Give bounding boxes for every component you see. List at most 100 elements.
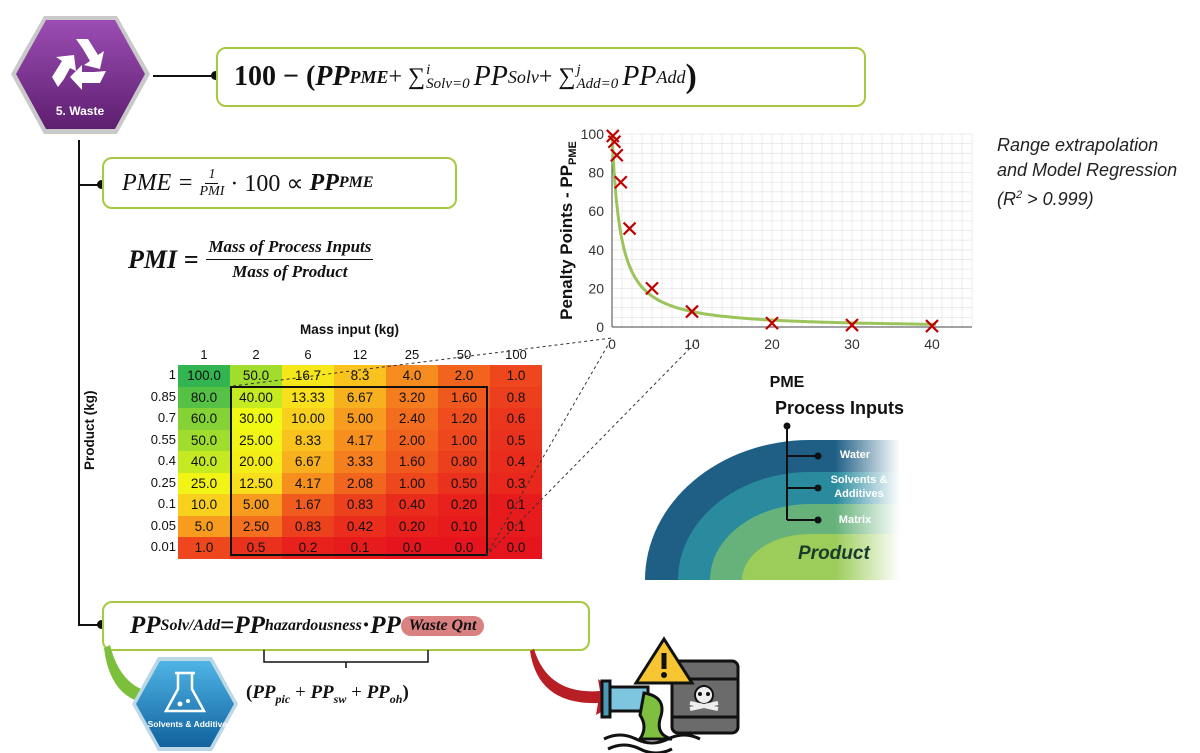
heatmap-cell: 0.6 [490,408,542,430]
heatmap-cell: 1.00 [386,472,438,494]
recycle-icon [52,39,106,90]
x-axis-title: PME [770,374,805,388]
data-point [622,221,637,236]
formula-lead: 100 − ( [234,61,316,92]
heatmap-row: 40.0 20.00 6.67 3.33 1.60 0.80 0.4 [178,451,542,473]
process-inputs-diagram [640,420,900,585]
heatmap-column-label: 100 [505,347,527,362]
heatmap-cell: 0.10 [438,515,490,537]
data-point [645,281,659,296]
heatmap-cell: 4.17 [334,429,386,451]
data-point [610,148,624,163]
heatmap-cell: 13.33 [282,386,334,408]
heatmap-cell: 0.80 [438,451,490,473]
heatmap-cell: 20.00 [230,451,282,473]
heatmap-cell: 16.7 [282,365,334,387]
heatmap-cell: 1.60 [438,386,490,408]
heatmap-cell: 2.40 [386,408,438,430]
heatmap-row: 60.0 30.00 10.00 5.00 2.40 1.20 0.6 [178,408,542,430]
heatmap-cell: 100.0 [178,365,230,387]
heatmap-row: 50.0 25.00 8.33 4.17 2.00 1.00 0.5 [178,429,542,451]
heatmap-row-label: 1 [168,367,176,382]
heatmap-cell: 0.83 [334,494,386,516]
y-tick-label: 100 [581,126,605,142]
heatmap-cell: 8.3 [334,365,386,387]
penalty-points-chart: 0 20 40 60 80 100 0 10 20 30 40 PME Penalty Points -… [557,126,973,388]
x-tick-label: 20 [764,336,780,352]
regression-note: Range extrapolation and Model Regression… [997,135,1178,209]
heatmap-cell: 5.0 [178,515,230,537]
heatmap-column-label: 2 [252,347,260,362]
heatmap-cell: 4.17 [282,472,334,494]
heatmap-cell: 5.00 [334,408,386,430]
x-tick-label: 10 [684,336,700,352]
data-point [925,319,939,333]
heatmap-row: 100.0 50.0 16.7 8.3 4.0 2.0 1.0 [178,365,542,387]
heatmap-cell: 2.00 [386,429,438,451]
heatmap-cell: 80.0 [178,386,230,408]
heatmap-column-label: 50 [456,347,472,362]
heatmap-cell: 0.50 [438,472,490,494]
heatmap-row-label: 0.85 [150,388,176,404]
heatmap-cell: 1.60 [386,451,438,473]
heatmap-cell: 4.0 [386,365,438,387]
heatmap-cell: 2.08 [334,472,386,494]
formula-waste-score: 100 − ( PP PME + ∑ i Solv=0 PP Solv + ∑ j Add=… [216,47,866,107]
heatmap-cell: 0.3 [490,472,542,494]
heatmap-cell: 0.20 [386,515,438,537]
heatmap-cell: 60.0 [178,408,230,430]
data-point [845,318,859,332]
heatmap-highlight-box [230,386,488,556]
heatmap-row-label: 0.25 [150,474,176,490]
heatmap-cell: 25.0 [178,472,230,494]
heatmap-cell: 0.42 [334,515,386,537]
flask-icon [163,671,207,713]
y-tick-label: 20 [588,280,604,296]
heatmap-cell: 0.5 [490,429,542,451]
formula-pp-solv-add: PP Solv/Add = PP hazardousness · PP Waste Q… [102,601,590,651]
heatmap-title: Mass input (kg) [300,322,400,337]
heatmap-cell: 1.00 [438,429,490,451]
heatmap-row: 10.0 5.00 1.67 0.83 0.40 0.20 0.1 [178,494,542,516]
waste-pollution-icon [600,636,740,753]
heatmap-column-label: 1 [200,347,208,362]
layer-label-matrix: Matrix [838,514,872,526]
heatmap-cell: 3.20 [386,386,438,408]
heatmap-cell: 5.00 [230,494,282,516]
heatmap-cell: 40.0 [178,451,230,473]
process-inputs-title: Process Inputs [775,398,905,418]
regression-curve [610,133,936,326]
heatmap-cell: 0.1 [334,537,386,559]
heatmap-row-label: 0.4 [157,453,176,468]
heatmap-cell: 10.0 [178,494,230,516]
heatmap-cell: 6.67 [334,386,386,408]
heatmap-cell: 40.00 [230,386,282,408]
heatmap-cell: 0.40 [386,494,438,516]
waste-badge-label: 5. Waste [56,104,105,118]
data-point [607,134,622,149]
heatmap-row-label: 0.05 [150,517,176,533]
x-tick-label: 0 [608,336,616,352]
heatmap-cell: 25.00 [230,429,282,451]
heatmap-cell: 10.00 [282,408,334,430]
heatmap-cell: 1.20 [438,408,490,430]
y-tick-label: 0 [596,319,604,335]
data-point [685,304,699,319]
x-tick-label: 40 [924,336,940,352]
heatmap-table: 100.0 50.0 16.7 8.3 4.0 2.0 1.0 80.0 40.00 13.33 6… [178,365,542,559]
heatmap-cell: 2.50 [230,515,282,537]
y-axis-title: Penalty Points - PPPME [557,141,579,320]
heatmap-cell: 0.83 [282,515,334,537]
heatmap-cell: 30.00 [230,408,282,430]
heatmap-cell: 1.0 [178,537,230,559]
waste-qnt-highlight: Waste Qnt [400,616,485,636]
heatmap-row-label: 0.55 [150,431,176,447]
layer-label-product: Product [798,543,870,564]
waste-badge: 5. Waste [11,16,150,134]
heatmap-cell: 3.33 [334,451,386,473]
y-tick-label: 40 [588,242,604,258]
heatmap-cell: 0.1 [490,494,542,516]
heatmap-column-label: 25 [404,347,420,362]
